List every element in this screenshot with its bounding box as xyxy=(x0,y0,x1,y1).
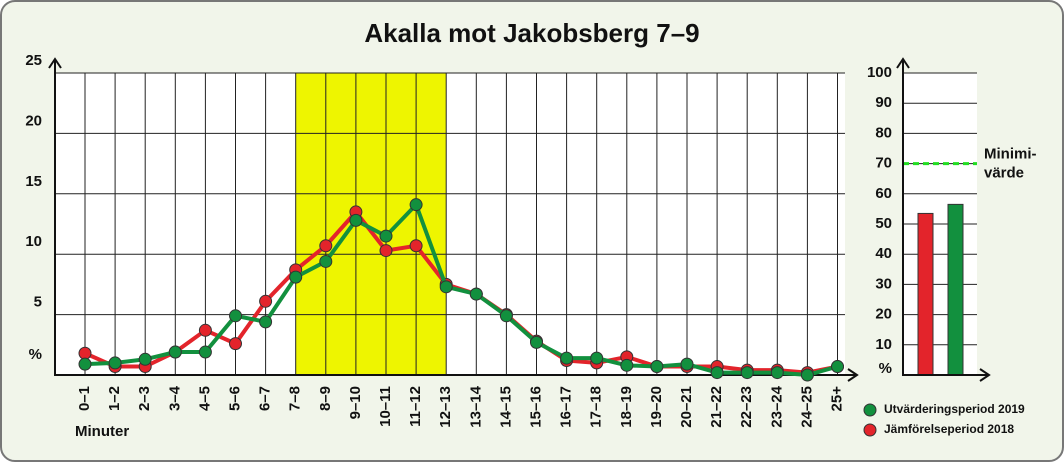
x-tick-label: 4–5 xyxy=(196,386,213,411)
y-tick-label: 25 xyxy=(25,52,42,69)
y-tick-label: 20 xyxy=(25,112,42,129)
x-tick-label: 0–1 xyxy=(76,386,93,411)
data-point xyxy=(229,309,242,323)
chart-title: Akalla mot Jakobsberg 7–9 xyxy=(364,18,699,48)
data-point xyxy=(379,244,393,258)
y-tick-label: 100 xyxy=(867,64,892,81)
data-point xyxy=(349,213,363,227)
y-tick-label: 80 xyxy=(875,124,892,141)
data-point xyxy=(499,309,513,323)
data-point xyxy=(831,360,844,374)
data-point xyxy=(409,239,423,253)
x-tick-label: 13–14 xyxy=(467,385,484,427)
data-point xyxy=(469,287,483,301)
x-tick-label: 10–11 xyxy=(377,386,394,427)
x-tick-label: 1–2 xyxy=(106,386,123,411)
x-tick-label: 24–25 xyxy=(798,386,815,428)
y-tick-label: 40 xyxy=(875,245,892,262)
x-tick-label: 9–10 xyxy=(347,386,364,419)
data-point xyxy=(560,351,574,365)
data-point xyxy=(289,270,303,284)
x-tick-label: 6–7 xyxy=(257,386,274,411)
reference-label: Minimi- xyxy=(984,146,1037,163)
x-tick-label: 22–23 xyxy=(738,386,755,428)
legend-label: Jämförelseperiod 2018 xyxy=(884,422,1014,436)
data-point xyxy=(259,294,273,308)
y-tick-label: 60 xyxy=(875,185,892,202)
data-point xyxy=(229,337,242,351)
data-point xyxy=(198,323,212,337)
data-point xyxy=(710,366,724,380)
data-point xyxy=(138,352,152,366)
axis xyxy=(54,61,855,376)
y-tick-label: % xyxy=(29,346,42,363)
axis-arrow xyxy=(48,57,62,69)
axis-arrow xyxy=(979,368,991,382)
data-point xyxy=(680,357,694,371)
data-point xyxy=(530,335,543,349)
data-point xyxy=(439,280,453,294)
legend-marker xyxy=(863,403,877,417)
data-point xyxy=(379,229,393,243)
x-tick-label: 15–16 xyxy=(527,386,544,428)
axis-arrow xyxy=(847,368,859,382)
x-tick-label: 25+ xyxy=(828,386,845,412)
axis xyxy=(902,61,987,376)
legend-marker xyxy=(863,423,877,437)
y-tick-label: 10 xyxy=(25,233,42,250)
data-point xyxy=(168,345,182,359)
x-tick-label: 5–6 xyxy=(226,386,243,411)
x-tick-label: 12–13 xyxy=(437,386,454,428)
y-tick-label: 10 xyxy=(875,336,892,353)
x-tick-label: 3–4 xyxy=(166,385,183,411)
y-tick-label: 50 xyxy=(875,215,892,232)
data-point xyxy=(409,198,423,212)
y-tick-label: 90 xyxy=(875,94,892,111)
plot-bg xyxy=(55,73,845,375)
bar xyxy=(947,203,964,376)
x-tick-label: 2–3 xyxy=(136,386,153,411)
data-point xyxy=(800,368,814,382)
data-point xyxy=(319,254,333,268)
bar xyxy=(917,212,934,376)
y-tick-label: 5 xyxy=(34,294,42,311)
axis-arrow xyxy=(896,57,910,69)
x-tick-label: 11–12 xyxy=(407,386,424,427)
x-tick-label: 16–17 xyxy=(558,386,575,428)
x-tick-label: 7–8 xyxy=(287,386,304,411)
legend-label: Utvärderingsperiod 2019 xyxy=(884,402,1025,416)
data-point xyxy=(78,357,92,371)
x-tick-label: 14–15 xyxy=(497,386,514,428)
y-tick-label: 15 xyxy=(25,173,42,190)
y-tick-label: 20 xyxy=(875,306,892,323)
data-point xyxy=(770,366,784,380)
data-point xyxy=(650,360,664,374)
x-tick-label: 19–20 xyxy=(648,386,665,428)
y-tick-label: % xyxy=(879,360,892,377)
x-tick-label: 21–22 xyxy=(708,386,725,428)
data-point xyxy=(108,356,122,370)
y-tick-label: 70 xyxy=(875,155,892,172)
reference-label: värde xyxy=(984,165,1024,182)
x-axis-label: Minuter xyxy=(75,423,129,440)
y-tick-label: 30 xyxy=(875,275,892,292)
x-tick-label: 20–21 xyxy=(678,386,695,428)
x-tick-label: 17–18 xyxy=(588,386,605,428)
x-tick-label: 8–9 xyxy=(317,386,334,411)
x-tick-label: 23–24 xyxy=(768,385,785,427)
data-point xyxy=(620,358,634,372)
data-point xyxy=(198,345,212,359)
data-point xyxy=(740,366,754,380)
data-point xyxy=(319,239,333,253)
data-point xyxy=(78,346,92,360)
data-point xyxy=(590,351,604,365)
x-tick-label: 18–19 xyxy=(618,386,635,428)
data-point xyxy=(259,315,273,329)
